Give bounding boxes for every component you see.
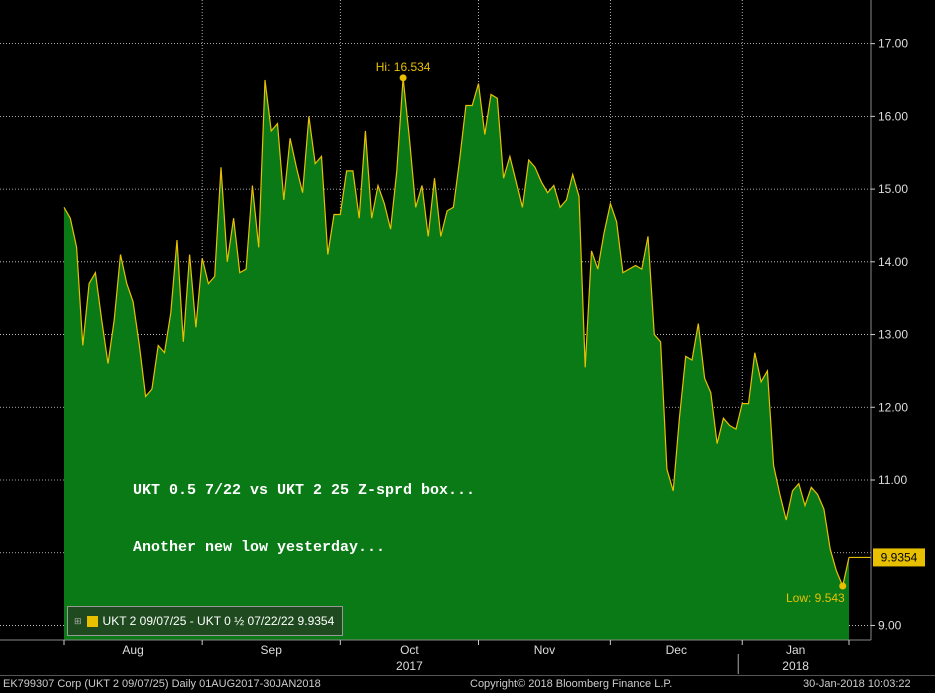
last-value-box (873, 548, 925, 567)
x-ticks: Aug Sep Oct Nov Dec Jan 2017 2018 (63, 640, 850, 674)
x-tick-label: Oct (400, 643, 419, 657)
series-swatch (86, 615, 98, 627)
y-tick-label: 9.00 (878, 618, 902, 632)
y-tick-label: 14.00 (878, 255, 908, 269)
markers: Hi: 16.534 Low: 9.543 (376, 60, 847, 605)
year-label: 2018 (782, 659, 809, 673)
y-tick-label: 11.00 (878, 473, 907, 487)
y-tick-label: 17.00 (878, 37, 908, 51)
low-marker (839, 582, 847, 590)
x-tick-label: Dec (666, 643, 687, 657)
annotation-text: UKT 0.5 7/22 vs UKT 2 25 Z-sprd box... A… (133, 443, 475, 576)
y-tick-label: 15.00 (878, 182, 908, 196)
footer-timestamp: 30-Jan-2018 10:03:22 (803, 678, 911, 690)
legend-label: UKT 2 09/07/25 - UKT 0 ½ 07/22/22 9.9354 (102, 614, 335, 628)
y-tick-label: 16.00 (878, 109, 908, 123)
footer-ticker: EK799307 Corp (UKT 2 09/07/25) Daily 01A… (3, 678, 321, 690)
annotation-line-2: Another new low yesterday... (133, 539, 386, 556)
y-tick-label: 12.00 (878, 400, 908, 414)
y-tick-label: 13.00 (878, 328, 908, 342)
footer-bar: EK799307 Corp (UKT 2 09/07/25) Daily 01A… (0, 675, 935, 693)
expand-icon[interactable]: ⊞ (74, 615, 82, 626)
last-value-label: 9.9354 (881, 550, 918, 564)
x-tick-label: Jan (786, 643, 805, 657)
year-label: 2017 (396, 659, 423, 673)
footer-copyright: Copyright© 2018 Bloomberg Finance L.P. (470, 678, 673, 690)
legend[interactable]: ⊞ UKT 2 09/07/25 - UKT 0 ½ 07/22/22 9.93… (67, 606, 344, 636)
x-tick-label: Nov (534, 643, 555, 657)
last-value-tag: 9.9354 (849, 548, 925, 567)
y-ticks: 17.00 16.00 15.00 14.00 13.00 12.00 11.00 9.00 (871, 37, 908, 632)
low-label: Low: 9.543 (786, 591, 845, 605)
hi-label: Hi: 16.534 (376, 60, 431, 74)
series-line (63, 77, 850, 588)
x-tick-label: Sep (261, 643, 283, 657)
hi-marker (399, 74, 407, 82)
x-tick-label: Aug (122, 643, 143, 657)
annotation-line-1: UKT 0.5 7/22 vs UKT 2 25 Z-sprd box... (133, 482, 476, 499)
